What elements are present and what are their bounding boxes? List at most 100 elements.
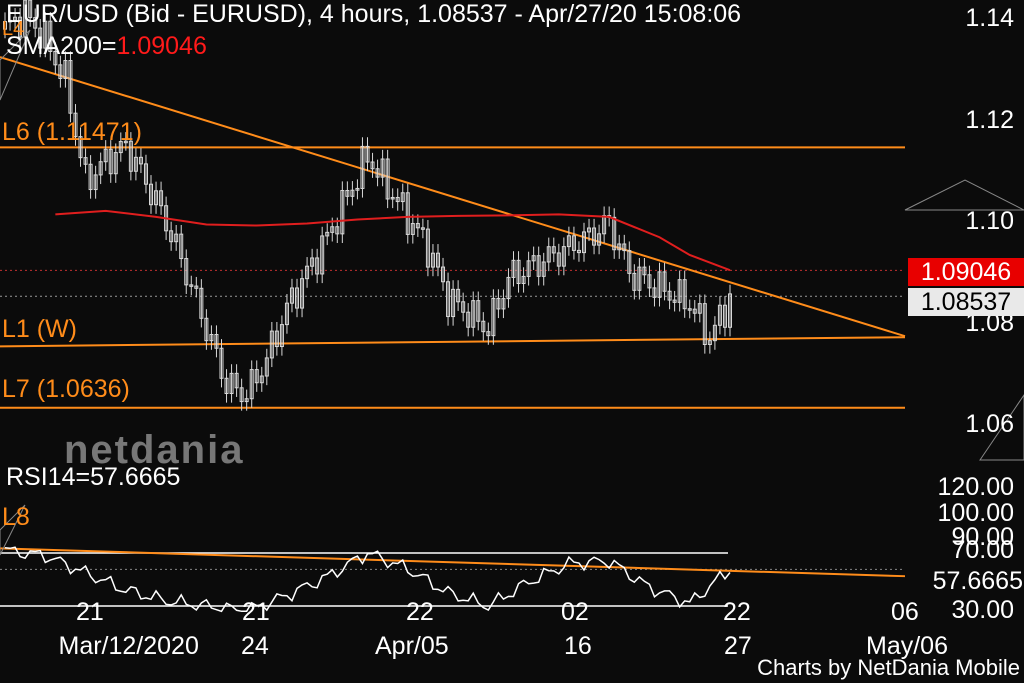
level-l7-label: L7 (1.0636) — [2, 375, 130, 403]
candle-body — [476, 300, 481, 322]
candle-body — [88, 163, 93, 191]
time-tick-label: 21 — [76, 598, 104, 626]
rsi-panel — [0, 546, 906, 613]
candle-body — [647, 274, 652, 289]
candle-body — [722, 304, 727, 328]
candle-body — [415, 223, 420, 229]
candle-body — [98, 161, 103, 176]
chart-title: EUR/USD (Bid - EURUSD), 4 hours, 1.08537… — [6, 0, 742, 28]
grid-lines — [0, 269, 905, 297]
level-l6-label: L6 (1.11471) — [2, 118, 142, 146]
candle-body — [274, 330, 279, 348]
sma-value: 1.09046 — [116, 32, 207, 60]
rsi-tick-label: 120.00 — [937, 473, 1014, 501]
candle-body — [244, 398, 249, 403]
candle-body — [149, 183, 154, 206]
candle-body — [410, 223, 415, 235]
candle-body — [28, 0, 33, 19]
rsi-tick-label: 90.00 — [951, 523, 1014, 551]
candle-body — [587, 227, 592, 233]
candle-body — [78, 136, 83, 159]
candle-body — [355, 187, 360, 191]
candle-body — [481, 320, 486, 333]
candle-body — [128, 140, 133, 172]
candle-body — [174, 233, 179, 243]
rsi-label: RSI14=57.6665 — [6, 463, 181, 491]
candle-body — [43, 20, 48, 49]
candle-body — [194, 285, 199, 289]
candle-body — [3, 21, 7, 30]
candle-body — [269, 330, 274, 359]
candle-body — [425, 228, 430, 268]
last-price-tag: 1.08537 — [908, 288, 1024, 316]
candle-body — [264, 357, 269, 377]
candle-body — [93, 174, 98, 191]
candle-body — [617, 243, 622, 251]
candle-body — [239, 387, 244, 403]
candle-body — [335, 226, 340, 235]
sma-line — [55, 209, 731, 272]
candle-body — [526, 260, 531, 277]
candle-body — [597, 233, 602, 246]
candle-body — [622, 243, 627, 252]
candle-body — [118, 141, 123, 154]
candle-body — [541, 261, 546, 277]
candle-body — [420, 227, 425, 230]
candle-body — [576, 249, 581, 254]
time-tick-label: 21 — [242, 598, 270, 626]
price-tick-label: 1.06 — [965, 410, 1014, 438]
time-tick-label: 02 — [561, 598, 589, 626]
time-tick-label: 27 — [724, 632, 752, 660]
candle-body — [627, 250, 632, 274]
level-l4-label: L4 — [2, 18, 25, 40]
time-tick-label: 06 — [891, 598, 919, 626]
candle-body — [154, 190, 159, 206]
candle-body — [697, 303, 702, 314]
candle-body — [536, 255, 541, 277]
candle-body — [390, 196, 395, 200]
candle-body — [657, 271, 662, 298]
candle-body — [249, 369, 254, 400]
level-l1-line — [0, 336, 906, 348]
candle-body — [33, 17, 38, 29]
candle-body — [707, 340, 712, 346]
candle-body — [405, 192, 410, 235]
candle-body — [612, 216, 617, 251]
candle-body — [83, 157, 88, 165]
candle-body — [546, 246, 551, 263]
rsi-tick-label: 57.6665 — [932, 567, 1023, 595]
sma-indicator: SMA200=1.09046 — [6, 32, 207, 61]
candle-body — [345, 190, 350, 197]
candle-body — [133, 156, 138, 172]
candle-body — [214, 334, 219, 349]
candle-body — [189, 284, 194, 287]
candle-body — [143, 163, 148, 185]
candle-body — [531, 255, 536, 262]
candle-body — [556, 252, 561, 267]
candle-body — [330, 226, 335, 233]
trend-lines — [0, 56, 906, 409]
candle-body — [254, 369, 259, 384]
candle-body — [466, 311, 471, 328]
candle-body — [717, 304, 722, 326]
candle-body — [430, 252, 435, 268]
netdania-logo: netdania — [64, 428, 245, 472]
candle-body — [48, 20, 53, 53]
candle-body — [667, 290, 672, 301]
candle-body — [169, 230, 174, 243]
candle-body — [682, 279, 687, 310]
candle-body — [234, 372, 239, 389]
candle-body — [728, 293, 732, 328]
candle-body — [642, 266, 647, 276]
rsi-trendline — [0, 547, 906, 578]
candle-body — [592, 227, 597, 246]
candle-body — [123, 140, 128, 144]
time-tick-label: Mar/12/2020 — [58, 632, 199, 660]
rsi-tick-label: 70.00 — [951, 536, 1014, 564]
sma200-line — [55, 209, 731, 272]
corner-marks — [0, 29, 1024, 556]
candle-body — [712, 324, 717, 342]
candle-body — [229, 372, 234, 394]
candle-body — [18, 16, 23, 38]
